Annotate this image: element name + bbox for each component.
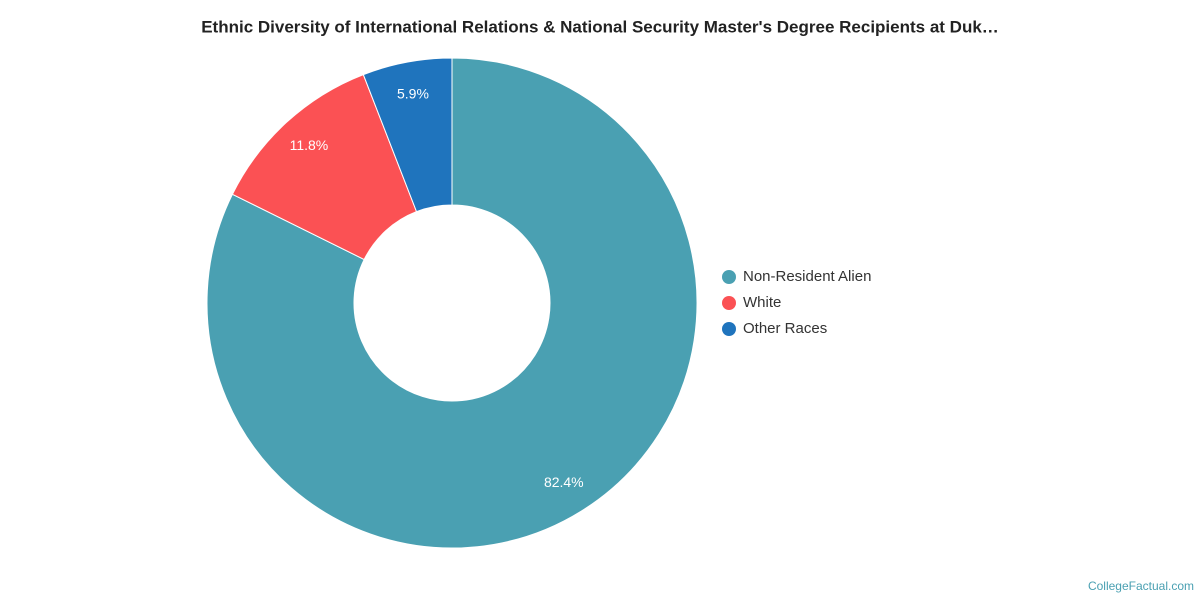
legend-marker	[722, 322, 736, 336]
legend-label: Other Races	[743, 320, 827, 337]
chart-title: Ethnic Diversity of International Relati…	[201, 17, 999, 36]
value-label: 5.9%	[397, 85, 429, 101]
legend-marker	[722, 270, 736, 284]
legend-label: Non-Resident Alien	[743, 268, 871, 285]
slice	[362, 57, 453, 213]
credit[interactable]: CollegeFactual.com	[1088, 579, 1194, 593]
legend-label: White	[743, 294, 781, 311]
slice	[206, 57, 698, 549]
legend-marker	[722, 296, 736, 310]
slice	[231, 73, 418, 261]
value-label: 82.4%	[544, 474, 584, 490]
value-label: 11.8%	[290, 137, 329, 153]
